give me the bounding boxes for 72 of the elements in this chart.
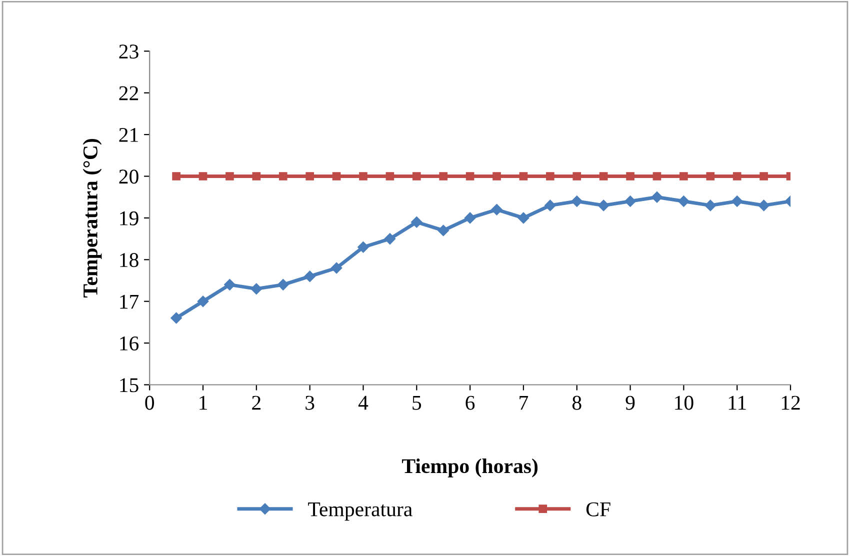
point (491, 204, 502, 216)
point (758, 200, 770, 212)
y-tick-label: 22 (119, 86, 138, 100)
point (438, 224, 449, 236)
y-tick-label: 19 (120, 211, 138, 226)
point (439, 172, 448, 180)
point (411, 216, 422, 228)
point (466, 172, 474, 180)
point (652, 172, 662, 180)
point (306, 172, 314, 180)
point (651, 191, 663, 203)
point (412, 172, 421, 180)
x-tick-label: 1 (200, 396, 207, 410)
point (599, 172, 608, 180)
point (197, 296, 209, 307)
point (572, 172, 582, 180)
point (386, 172, 394, 180)
point (304, 270, 316, 282)
point (332, 172, 341, 180)
point (598, 200, 610, 212)
x-tick-label: 11 (728, 396, 746, 410)
x-tick-label: 7 (520, 396, 528, 410)
point (706, 172, 715, 180)
x-tick-label: 0 (145, 396, 154, 410)
point (518, 212, 530, 224)
point (170, 312, 182, 324)
point (358, 242, 369, 253)
y-tick-label: 21 (119, 128, 138, 142)
point (760, 172, 768, 180)
x-tick-label: 2 (252, 396, 260, 410)
point (384, 233, 396, 244)
point (680, 172, 688, 180)
y-tick-label: 16 (120, 336, 139, 350)
y-axis-title: Temperatura (°C) (82, 138, 102, 298)
point (172, 172, 180, 180)
y-tick-label: 17 (120, 294, 139, 309)
legend-label: CF (586, 502, 610, 516)
point (330, 262, 342, 274)
x-tick-label: 8 (572, 396, 582, 410)
x-tick-label: 12 (782, 396, 800, 410)
point (626, 172, 634, 180)
point (732, 172, 742, 180)
point (359, 172, 368, 180)
point (544, 200, 556, 212)
point (678, 196, 690, 207)
point (492, 172, 501, 180)
x-tick-label: 4 (358, 396, 368, 410)
point (278, 279, 289, 290)
x-tick-label: 9 (626, 396, 635, 410)
x-axis-title: Tiempo (horas) (402, 458, 538, 478)
y-tick-label: 15 (120, 378, 138, 392)
x-tick-label: 10 (675, 396, 694, 410)
y-tick-label: 20 (119, 170, 138, 184)
point (224, 279, 236, 290)
point (519, 172, 528, 180)
point (546, 172, 554, 180)
point (278, 172, 288, 180)
x-tick-label: 6 (466, 396, 475, 410)
point (624, 196, 636, 207)
point (252, 172, 261, 180)
x-tick-label: 3 (306, 396, 314, 410)
x-tick-label: 5 (412, 396, 422, 410)
point (704, 200, 716, 212)
point (731, 196, 743, 207)
legend-label: Temperatura (308, 502, 412, 521)
point (226, 172, 234, 180)
point (250, 283, 262, 294)
y-tick-label: 18 (120, 253, 138, 268)
point (464, 212, 476, 224)
y-tick-label: 23 (119, 44, 138, 59)
point (198, 172, 208, 180)
point (571, 196, 582, 207)
